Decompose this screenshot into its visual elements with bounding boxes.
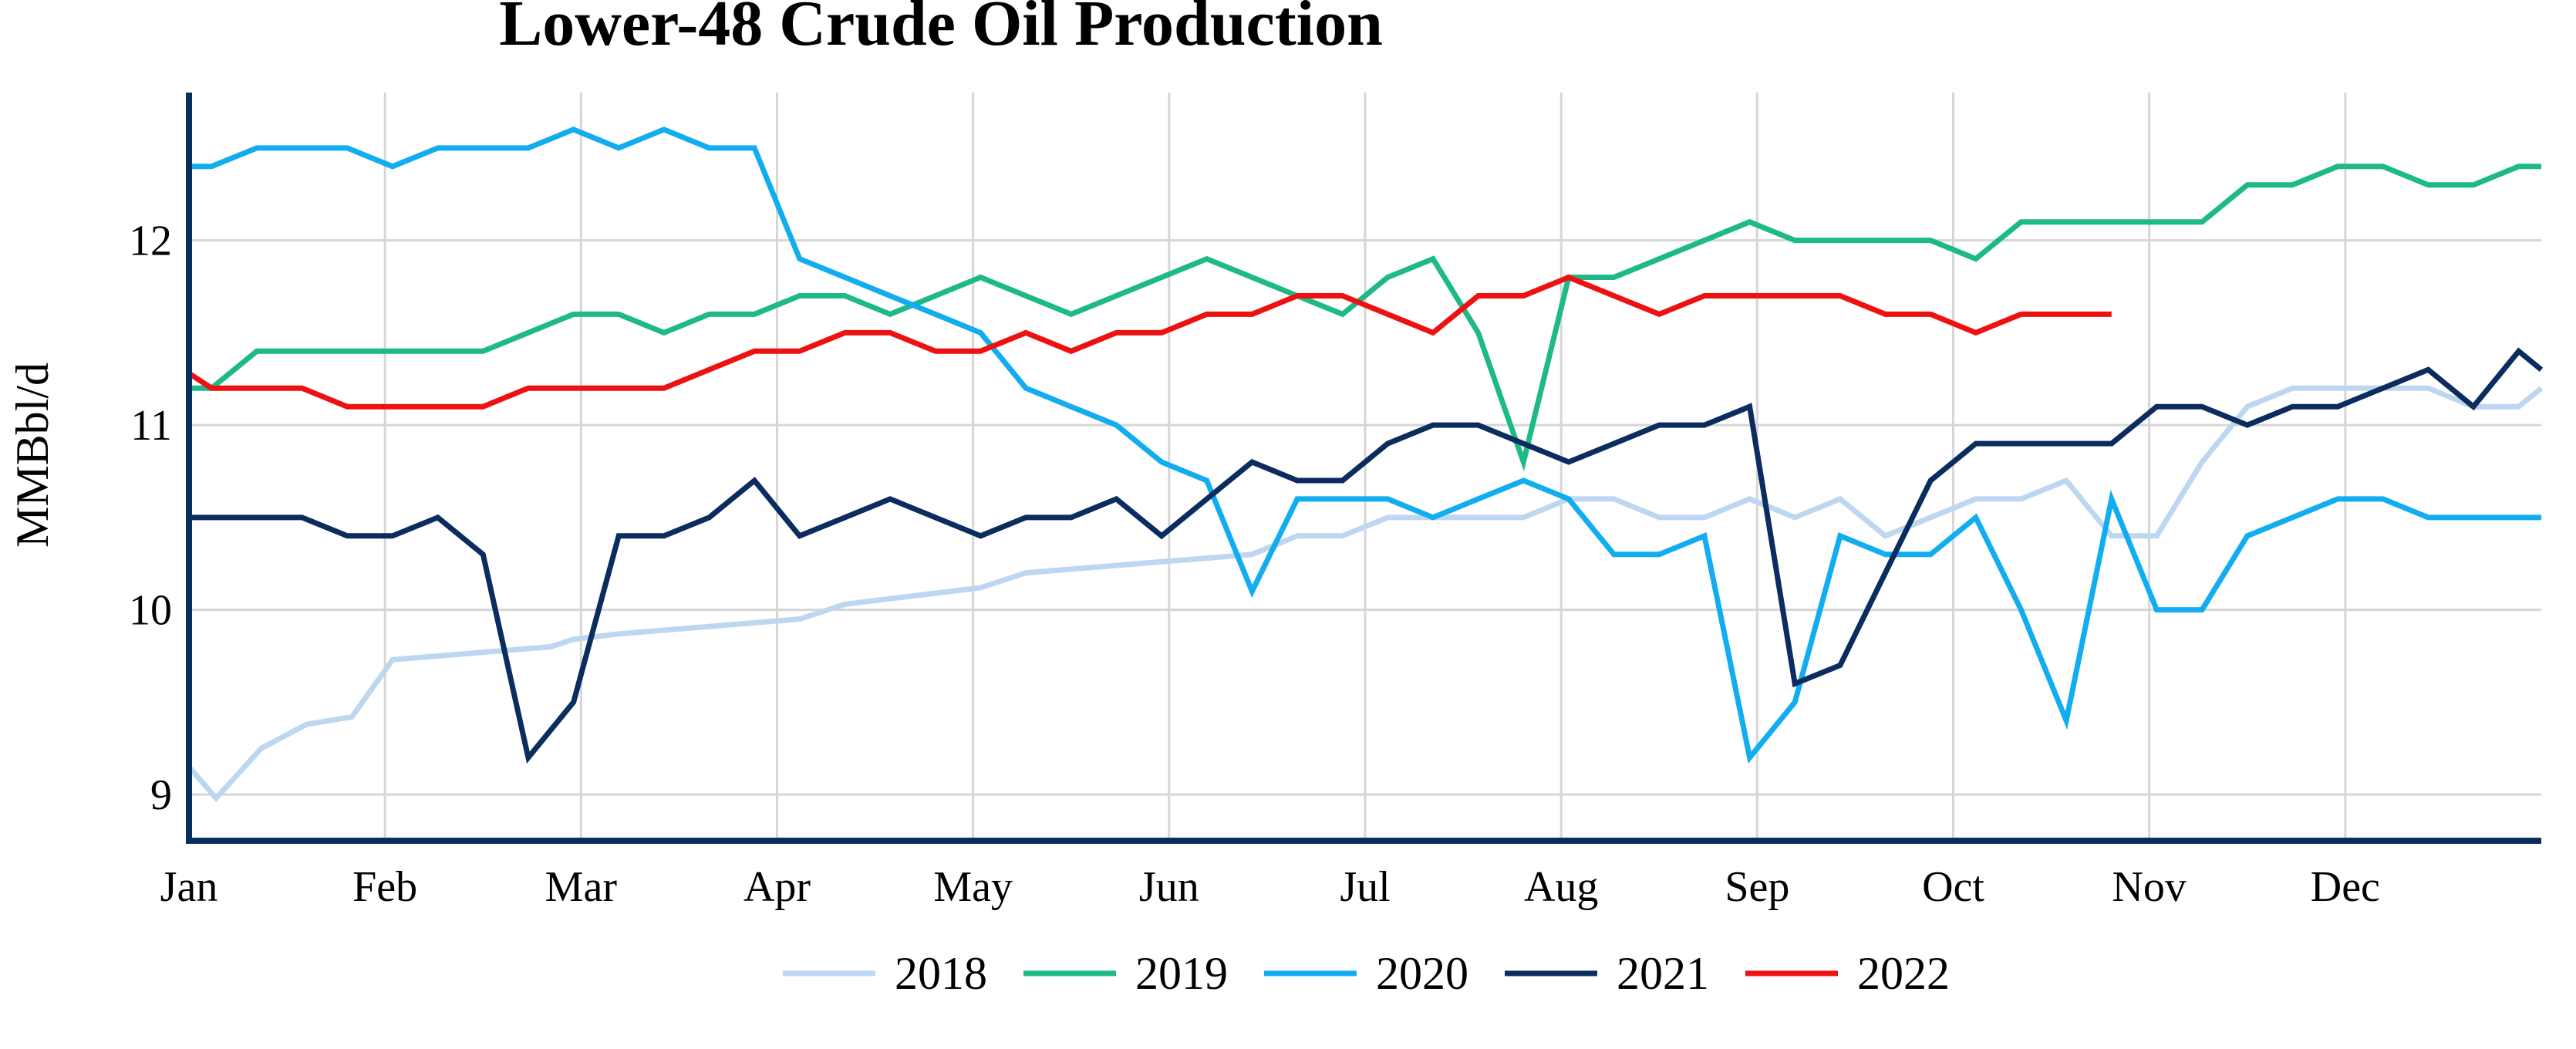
x-tick-oct: Oct — [1922, 863, 1984, 911]
legend: 2018 2019 2020 2021 2022 — [783, 948, 1950, 999]
series-line-2022 — [187, 274, 2112, 410]
x-tick-mar: Mar — [545, 863, 618, 911]
legend-label-2018: 2018 — [895, 948, 987, 999]
x-tick-sep: Sep — [1725, 863, 1789, 911]
series-line-2021 — [189, 347, 2544, 764]
series-line-2018 — [187, 385, 2544, 803]
y-tick-11: 11 — [130, 402, 172, 450]
y-tick-12: 12 — [129, 218, 172, 265]
x-tick-may: May — [933, 863, 1013, 911]
gridlines — [189, 93, 2541, 841]
series-lines — [187, 126, 2544, 803]
legend-label-2021: 2021 — [1617, 948, 1709, 999]
x-tick-jan: Jan — [160, 863, 218, 911]
x-tick-feb: Feb — [352, 863, 417, 911]
x-tick-aug: Aug — [1524, 863, 1598, 911]
axes: Jan Feb Mar Apr May Jun Jul Aug Sep Oct Nov Dec 9 10 1… — [129, 93, 2541, 911]
legend-label-2020: 2020 — [1376, 948, 1468, 999]
x-tick-nov: Nov — [2112, 863, 2186, 911]
legend-label-2022: 2022 — [1857, 948, 1950, 999]
legend-label-2019: 2019 — [1135, 948, 1228, 999]
y-tick-9: 9 — [150, 771, 172, 819]
series-line-2019 — [189, 164, 2541, 472]
x-tick-dec: Dec — [2311, 863, 2380, 911]
x-tick-apr: Apr — [743, 863, 811, 911]
y-tick-10: 10 — [129, 587, 172, 635]
chart-title: Lower-48 Crude Oil Production — [499, 0, 1383, 59]
x-tick-jun: Jun — [1139, 863, 1199, 911]
x-tick-jul: Jul — [1340, 863, 1390, 911]
series-line-2020 — [189, 126, 2541, 764]
y-axis-label: MMBbl/d — [7, 363, 58, 548]
